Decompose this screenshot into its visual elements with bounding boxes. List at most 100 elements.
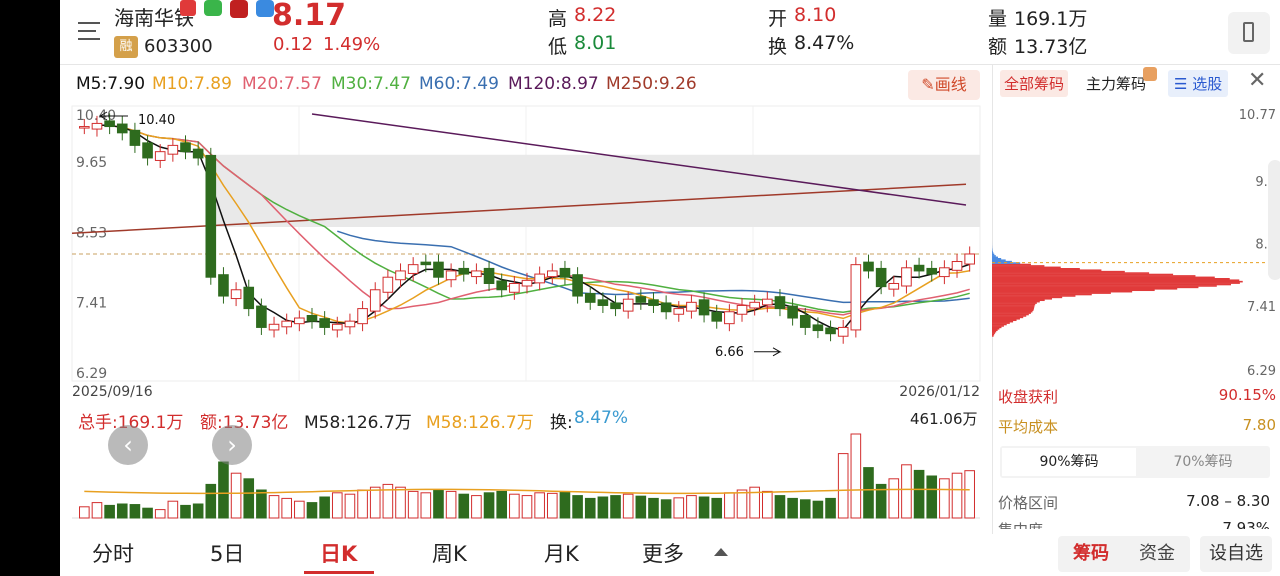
- volume-bar: [901, 464, 912, 519]
- chip-bar: [992, 265, 1045, 267]
- volume-bar: [471, 495, 482, 519]
- candle-body: [635, 296, 647, 303]
- chip-bar: [992, 256, 998, 259]
- candle-body: [736, 304, 748, 315]
- turnover-label: 换: [768, 36, 788, 58]
- volume-bar: [509, 493, 520, 519]
- toggle-90[interactable]: 90%筹码: [1002, 448, 1136, 476]
- candle-body: [496, 280, 508, 291]
- stock-app: 海南华铁 融 603300 8.17 0.12 1.49% 高 8.22 低 8…: [60, 0, 1280, 576]
- prev-arrow-button[interactable]: ‹: [108, 425, 148, 465]
- chip-range-toggle: 90%筹码 70%筹码: [1000, 446, 1270, 478]
- volume-bar: [129, 504, 141, 519]
- candle-body: [888, 282, 900, 290]
- candle-body: [837, 326, 849, 337]
- volume-bar: [939, 478, 950, 519]
- more-arrow-icon[interactable]: [714, 548, 728, 556]
- profit-value: 90.15%: [1218, 386, 1276, 404]
- candle-body: [724, 311, 735, 325]
- tab-4[interactable]: 月K: [544, 542, 579, 566]
- candle-body: [951, 261, 963, 271]
- close-icon[interactable]: ✕: [1248, 68, 1267, 93]
- amount-label: 额: [988, 36, 1008, 58]
- add-watchlist-button[interactable]: 设自选: [1200, 536, 1272, 572]
- ma-legend-item: M120:8.97: [508, 74, 599, 94]
- candle-body: [546, 270, 558, 278]
- candle-body: [256, 305, 267, 328]
- candle-body: [572, 274, 583, 297]
- volume-bar: [281, 497, 292, 519]
- funds-segment-button[interactable]: 资金: [1124, 536, 1190, 572]
- menu-icon[interactable]: [74, 18, 104, 44]
- tab-main-chips[interactable]: 主力筹码: [1086, 73, 1146, 94]
- volume-bar: [218, 461, 229, 519]
- chip-bar: [992, 278, 1230, 280]
- volume-bar: [812, 500, 824, 519]
- volume-bar: [926, 475, 938, 519]
- chip-y-tick: 6.29: [1247, 364, 1276, 379]
- volume-bar: [79, 506, 90, 519]
- chip-bar: [992, 299, 1045, 302]
- ma-legend-item: M5:7.90: [76, 74, 146, 94]
- chip-bar: [992, 259, 1006, 262]
- volume-bar: [787, 497, 798, 519]
- candle-body: [395, 270, 406, 281]
- chips-segment-button[interactable]: 筹码: [1058, 536, 1124, 572]
- landscape-toggle-button[interactable]: [1228, 12, 1270, 54]
- volume-ma-line: [84, 488, 970, 495]
- tab-3[interactable]: 周K: [432, 542, 467, 566]
- chip-bar: [992, 322, 1010, 324]
- chip-y-tick: 10.77: [1239, 108, 1276, 123]
- candle-body: [319, 318, 330, 328]
- tab-0[interactable]: 分时: [92, 542, 134, 566]
- tab-all-chips[interactable]: 全部筹码: [1000, 70, 1069, 97]
- candle-body: [939, 267, 950, 278]
- ma-legend-item: M20:7.57: [242, 74, 322, 94]
- low-label: 低: [548, 36, 568, 58]
- range-label: 价格区间: [998, 494, 1059, 512]
- chip-bar: [992, 332, 996, 334]
- stock-code: 603300: [144, 36, 213, 57]
- tab-1[interactable]: 5日: [210, 542, 245, 566]
- volume-bar: [180, 504, 191, 519]
- ma30-line: [134, 130, 970, 313]
- volume-bar: [863, 467, 874, 519]
- draw-line-button[interactable]: ✎画线: [908, 70, 980, 100]
- volume-bar: [622, 493, 634, 519]
- next-arrow-button[interactable]: ›: [212, 425, 252, 465]
- concentration-label: 集中度: [998, 519, 1043, 529]
- volume-bar: [142, 507, 153, 519]
- candle-body: [306, 315, 318, 322]
- avg-cost-label: 平均成本: [998, 418, 1059, 436]
- chip-bar: [992, 296, 1063, 299]
- chip-bar: [992, 323, 1007, 326]
- candle-body: [218, 274, 229, 297]
- chat-icon: [180, 0, 196, 16]
- tab-pick-stock[interactable]: ☰ 选股: [1168, 70, 1229, 97]
- tab-2[interactable]: 日K: [320, 542, 358, 566]
- volume-bar: [698, 496, 710, 519]
- tab-5[interactable]: 更多: [642, 542, 684, 566]
- candle-body: [281, 320, 292, 328]
- chip-bar: [992, 308, 1034, 310]
- candlestick-chart[interactable]: 10.409.658.537.416.2910.406.662025/09/16…: [60, 100, 990, 520]
- volume-bar: [584, 497, 596, 519]
- scroll-handle[interactable]: [1268, 160, 1280, 280]
- candle-body: [686, 301, 697, 312]
- candle-body: [230, 289, 242, 300]
- chip-bar: [992, 279, 1240, 282]
- price-change-pct: 1.49%: [323, 34, 381, 55]
- game-icon: [230, 0, 248, 18]
- candle-body: [331, 323, 343, 331]
- chip-bar: [992, 318, 1020, 320]
- chip-bar: [992, 276, 1215, 279]
- chip-bar: [992, 292, 1111, 294]
- candle-body: [774, 296, 786, 310]
- draw-line-label: 画线: [934, 75, 967, 94]
- candle-body: [673, 308, 685, 315]
- ma60-line: [337, 230, 970, 304]
- toggle-70[interactable]: 70%筹码: [1136, 448, 1270, 476]
- candle-body: [610, 302, 621, 310]
- candle-body: [268, 323, 280, 331]
- header-divider: [60, 64, 1280, 65]
